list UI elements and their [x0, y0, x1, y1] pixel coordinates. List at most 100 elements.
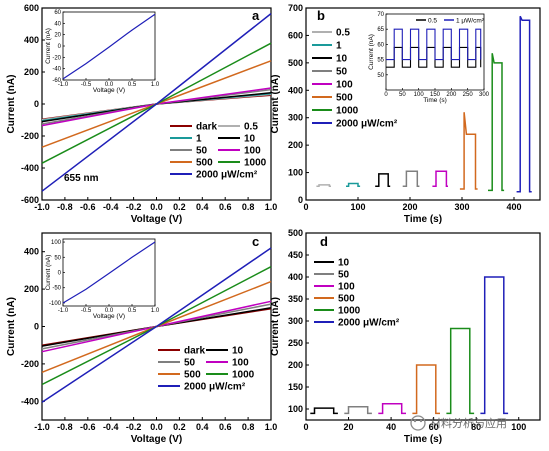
inset-x-axis-title: Time (s): [423, 97, 447, 104]
y-tick-label: 600: [24, 3, 39, 13]
pulse-trace: [375, 173, 391, 188]
inset-y-tick-label: -60: [52, 78, 61, 84]
inset-y-tick-label: 0: [58, 271, 62, 277]
x-tick-label: 40: [386, 422, 396, 432]
legend-label: 1000: [336, 106, 359, 117]
x-axis-title: Time (s): [404, 214, 442, 225]
panel-c: -1.0 -0.8 -0.6 -0.4 -0.2 0.0 0.2 0.4 0.6 0.8 1.0 -4…: [6, 232, 278, 445]
legend-label: 500: [336, 93, 353, 104]
pulse-trace: [344, 406, 372, 415]
inset-x-tick-label: 200: [446, 92, 457, 98]
y-tick-label: 600: [288, 30, 303, 40]
inset-y-tick-label: 20: [54, 33, 61, 39]
y-tick-label: 400: [288, 85, 303, 95]
inset-x-tick-label: 0.5: [128, 82, 137, 88]
x-tick-label: 0.2: [173, 422, 186, 432]
x-tick-label: -0.8: [57, 202, 73, 212]
x-tick-label: 100: [350, 202, 365, 212]
panel-b: 0 100 200 300 4000100200300400500600700Time …: [270, 3, 541, 225]
panel-label: c: [252, 234, 259, 249]
legend-label: 1000: [338, 306, 361, 317]
panel-d: 0 20 40 60 80 100 100 150 200 250 300 350 400 450 500 T…: [270, 228, 541, 445]
y-axis-title: Current (nA): [270, 75, 281, 134]
y-tick-label: 200: [24, 284, 39, 294]
watermark-wechat-eye-left: [413, 419, 417, 423]
x-tick-label: 0: [303, 422, 308, 432]
panel-a: -1.0 -0.8 -0.6 -0.4 -0.2 0.0 0.2 0.4 0.6 0.8 1.0 -6…: [6, 3, 277, 225]
inset-y-tick-label: 65: [377, 27, 384, 33]
legend-label: 50: [336, 67, 348, 78]
legend-label: 10: [232, 346, 244, 357]
pulse-trace: [488, 53, 505, 192]
inset-y-tick-label: -20: [52, 55, 61, 61]
inset-legend-label: 0.5: [428, 18, 437, 25]
inset-y-axis-title: Current (nA): [368, 34, 375, 70]
x-axis-title: Voltage (V): [131, 434, 182, 445]
y-tick-label: 300: [288, 113, 303, 123]
y-tick-label: 0: [298, 195, 303, 205]
legend-label: 50: [196, 146, 208, 157]
y-tick-label: 150: [288, 382, 303, 392]
inset-y-tick-label: 60: [377, 42, 384, 48]
x-tick-label: -0.2: [126, 422, 142, 432]
x-tick-label: 0.4: [196, 202, 209, 212]
legend-label: 2000 μW/cm²: [184, 382, 246, 393]
legend-label: 0.5: [244, 122, 258, 133]
x-tick-label: 0.2: [173, 202, 186, 212]
watermark-wechat-icon: [410, 415, 426, 431]
inset-frame: [62, 238, 156, 307]
inset-x-tick-label: 50: [399, 92, 406, 98]
y-tick-label: -400: [21, 396, 39, 406]
y-tick-label: 350: [288, 294, 303, 304]
inset-y-tick-label: 100: [51, 240, 62, 246]
x-tick-label: -1.0: [34, 422, 50, 432]
x-tick-label: 1.0: [265, 422, 278, 432]
y-tick-label: -600: [21, 195, 39, 205]
legend-label: 500: [196, 158, 213, 169]
legend-label: 10: [338, 258, 350, 269]
pulse-trace: [432, 170, 448, 188]
x-tick-label: 0.0: [150, 202, 163, 212]
y-tick-label: 300: [288, 316, 303, 326]
legend-label: 1: [336, 41, 342, 52]
pulse-trace: [516, 15, 532, 193]
x-tick-label: 60: [429, 422, 439, 432]
panel-label: a: [252, 8, 260, 23]
x-tick-label: 100: [511, 422, 526, 432]
x-tick-label: -0.6: [80, 202, 96, 212]
y-tick-label: 250: [288, 338, 303, 348]
inset-series-line: [62, 13, 156, 80]
plot-frame: [305, 7, 541, 201]
pulse-trace: [412, 364, 440, 415]
x-tick-label: 80: [471, 422, 481, 432]
y-tick-label: 0: [34, 99, 39, 109]
pulse-trace: [316, 184, 331, 188]
y-tick-label: 700: [288, 3, 303, 13]
x-tick-label: 300: [454, 202, 469, 212]
x-tick-label: 0.6: [219, 202, 232, 212]
x-tick-label: 0.4: [196, 422, 209, 432]
x-tick-label: 0.6: [219, 422, 232, 432]
inset-x-tick-label: -1.0: [58, 308, 69, 314]
legend-label: 100: [244, 146, 261, 157]
x-tick-label: 20: [344, 422, 354, 432]
y-tick-label: -200: [21, 359, 39, 369]
legend-label: 1000: [232, 370, 255, 381]
inset-square-wave: [386, 28, 482, 61]
inset-x-tick-label: 0.0: [105, 308, 114, 314]
y-tick-label: 500: [288, 58, 303, 68]
inset-x-axis-title: Voltage (V): [93, 87, 125, 94]
y-tick-label: 100: [288, 404, 303, 414]
pulse-trace: [459, 112, 478, 190]
pulse-trace: [378, 402, 406, 415]
inset-y-tick-label: 50: [54, 255, 61, 261]
inset-y-tick-label: -100: [49, 301, 62, 307]
y-tick-label: 400: [24, 35, 39, 45]
x-tick-label: 0.8: [242, 422, 255, 432]
inset-y-tick-label: 55: [377, 58, 384, 64]
pulse-trace: [402, 170, 420, 188]
legend-label: 100: [338, 282, 355, 293]
x-axis-title: Time (s): [404, 434, 442, 445]
y-tick-label: 400: [24, 247, 39, 257]
